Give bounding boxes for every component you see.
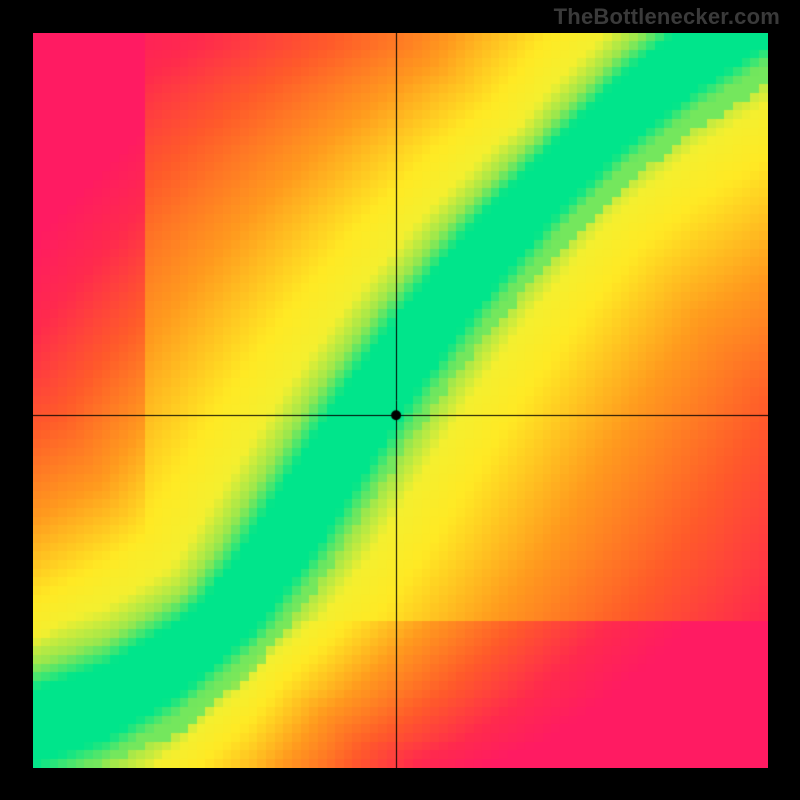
watermark-text: TheBottlenecker.com	[554, 4, 780, 30]
chart-container: { "watermark": { "text": "TheBottlenecke…	[0, 0, 800, 800]
bottleneck-heatmap	[33, 33, 768, 768]
